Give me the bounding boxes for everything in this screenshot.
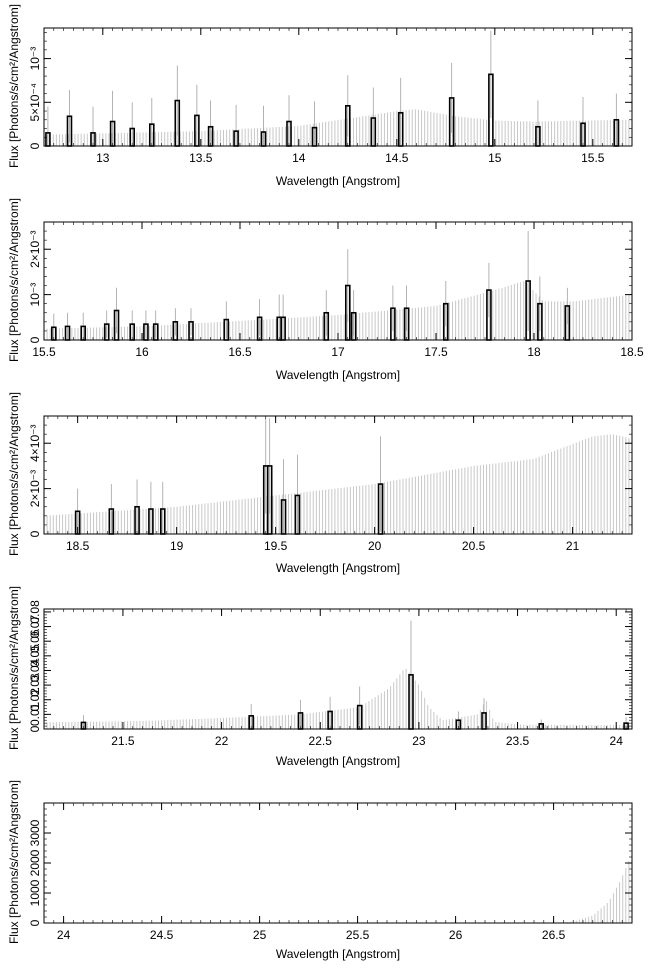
x-tick-label: 25.5 (346, 928, 370, 942)
x-tick-label: 20 (368, 539, 382, 553)
x-tick-label: 19.5 (264, 539, 288, 553)
x-tick-label: 16.5 (228, 345, 252, 359)
panel-4-model (43, 668, 633, 729)
panel-3-y-axis: 0 2×10⁻³ 4×10⁻³ (28, 415, 632, 537)
panel-3-xlabel: Wavelength [Angstrom] (276, 561, 400, 575)
y-tick-label: 0 (28, 336, 42, 343)
panel-3-ylabel: Flux [Photons/s/cm²/Angstrom] (7, 392, 21, 556)
y-tick-label: 0.02 (28, 688, 42, 712)
panel-5-frame (43, 802, 633, 924)
x-tick-label: 26.5 (542, 928, 566, 942)
panel-2-x-axis: 15.5 16 16.5 17 17.5 18 18.5 (32, 222, 644, 359)
y-tick-label: 2×10⁻³ (28, 470, 42, 507)
panel-1-xlabel: Wavelength [Angstrom] (276, 174, 400, 188)
panel-4-x-axis: 21.5 22 22.5 23 23.5 24 (43, 609, 627, 748)
y-tick-label: 0.04 (28, 658, 42, 682)
x-tick-label: 22.5 (309, 734, 333, 748)
panel-2-xlabel: Wavelength [Angstrom] (276, 368, 400, 382)
panel-4-data (80, 620, 629, 730)
panel-5-ylabel: Flux [Photons/s/cm²/Angstrom] (7, 780, 21, 944)
panel-4-y-axis: 00.010.020.030.040.050.060.070.08 (28, 600, 632, 732)
y-tick-label: 0.01 (28, 702, 42, 726)
panel-1: Flux [Photons/s/cm²/Angstrom] Wavelength… (7, 4, 633, 188)
panel-2-y-axis: 0 10⁻³ 2×10⁻³ (28, 221, 632, 343)
panel-1-y-axis: 0 5×10⁻⁴ 10⁻³ (28, 32, 632, 149)
panel-1-model (43, 109, 633, 146)
x-tick-label: 24.5 (150, 928, 174, 942)
x-tick-label: 24 (57, 928, 71, 942)
x-tick-label: 24 (610, 734, 624, 748)
x-tick-label: 23 (412, 734, 426, 748)
y-tick-label: 4×10⁻³ (28, 425, 42, 462)
panel-4: Flux [Photons/s/cm²/Angstrom] Wavelength… (7, 586, 633, 768)
x-tick-label: 18.5 (66, 539, 90, 553)
y-tick-label: 0.03 (28, 673, 42, 697)
x-tick-label: 17.5 (424, 345, 448, 359)
y-tick-label: 10⁻³ (28, 47, 42, 71)
panel-2-data (50, 231, 571, 341)
panel-3-x-axis: 18.5 19 19.5 20 20.5 21 (47, 416, 623, 553)
panel-3-data (74, 418, 384, 535)
x-tick-label: 21.5 (111, 734, 135, 748)
x-tick-label: 14.5 (385, 151, 409, 165)
x-tick-label: 15.5 (581, 151, 605, 165)
panel-4-ylabel: Flux [Photons/s/cm²/Angstrom] (7, 586, 21, 750)
y-tick-label: 1000 (28, 879, 42, 906)
panel-2: Flux [Photons/s/cm²/Angstrom] Wavelength… (7, 198, 644, 382)
x-tick-label: 14 (292, 151, 306, 165)
x-tick-label: 13.5 (189, 151, 213, 165)
x-tick-label: 15.5 (32, 345, 56, 359)
y-tick-label: 0 (28, 530, 42, 537)
y-tick-label: 0.05 (28, 644, 42, 668)
panel-1-ylabel: Flux [Photons/s/cm²/Angstrom] (7, 4, 21, 168)
panel-5: Flux [Photons/s/cm²/Angstrom] Wavelength… (7, 780, 633, 961)
panel-5-model (560, 854, 633, 923)
y-tick-label: 0 (28, 725, 42, 732)
panel-5-xlabel: Wavelength [Angstrom] (276, 947, 400, 961)
x-tick-label: 23.5 (506, 734, 530, 748)
y-tick-label: 10⁻³ (28, 283, 42, 307)
panel-3: Flux [Photons/s/cm²/Angstrom] Wavelength… (7, 392, 633, 575)
y-tick-label: 0 (28, 919, 42, 926)
y-tick-label: 2000 (28, 849, 42, 876)
x-tick-label: 15 (488, 151, 502, 165)
y-tick-label: 0 (28, 142, 42, 149)
y-tick-label: 0.07 (28, 615, 42, 639)
panel-5-y-axis: 0 1000 2000 3000 (28, 802, 632, 926)
x-tick-label: 26 (449, 928, 463, 942)
y-tick-label: 2×10⁻³ (28, 231, 42, 268)
x-tick-label: 18 (527, 345, 541, 359)
panel-3-frame (43, 415, 633, 535)
panel-4-xlabel: Wavelength [Angstrom] (276, 754, 400, 768)
x-tick-label: 13 (96, 151, 110, 165)
y-tick-label: 5×10⁻⁴ (28, 83, 42, 122)
panel-4-frame (43, 608, 633, 730)
panel-3-model (43, 434, 633, 534)
x-tick-label: 17 (331, 345, 345, 359)
x-tick-label: 19 (170, 539, 184, 553)
x-tick-label: 16 (135, 345, 149, 359)
x-tick-label: 18.5 (620, 345, 644, 359)
x-tick-label: 21 (566, 539, 580, 553)
x-tick-label: 22 (215, 734, 229, 748)
y-tick-label: 3000 (28, 819, 42, 846)
y-tick-label: 0.08 (28, 600, 42, 624)
panel-5-x-axis: 24 24.5 25 25.5 26 26.5 (43, 803, 623, 942)
y-tick-label: 0.06 (28, 629, 42, 653)
x-tick-label: 25 (253, 928, 267, 942)
x-tick-label: 20.5 (462, 539, 486, 553)
panel-2-ylabel: Flux [Photons/s/cm²/Angstrom] (7, 198, 21, 362)
panel-2-model (43, 281, 633, 340)
panel-1-x-axis: 13 13.5 14 14.5 15 15.5 (43, 28, 623, 165)
